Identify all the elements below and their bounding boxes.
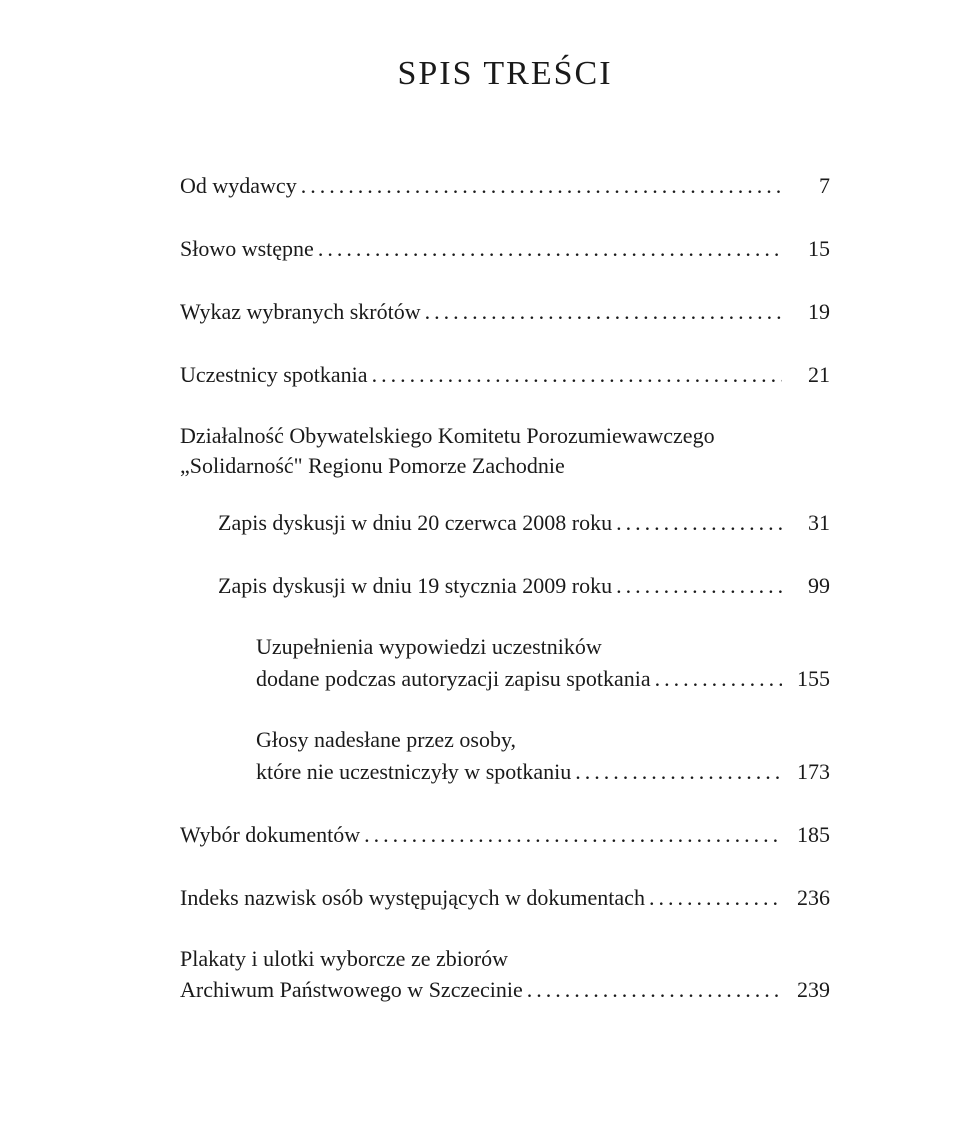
leader-dots bbox=[655, 662, 782, 695]
toc-label-line: dodane podczas autoryzacji zapisu spotka… bbox=[256, 662, 651, 695]
toc-page: 21 bbox=[786, 358, 830, 391]
toc-label: Od wydawcy bbox=[180, 169, 297, 202]
toc-page: 173 bbox=[786, 755, 830, 788]
toc-entry: Wykaz wybranych skrótów 19 bbox=[180, 295, 830, 328]
toc-label: Słowo wstępne bbox=[180, 232, 314, 265]
toc-label: Wykaz wybranych skrótów bbox=[180, 295, 421, 328]
toc-label: Wybór dokumentów bbox=[180, 818, 360, 851]
toc-label: Zapis dyskusji w dniu 19 stycznia 2009 r… bbox=[218, 569, 612, 602]
toc-entry: Zapis dyskusji w dniu 19 stycznia 2009 r… bbox=[218, 569, 830, 602]
toc-page: 239 bbox=[786, 973, 830, 1006]
toc-heading: Działalność Obywatelskiego Komitetu Poro… bbox=[180, 421, 830, 480]
toc-page: 236 bbox=[786, 881, 830, 914]
toc-label-line: Plakaty i ulotki wyborcze ze zbiorów bbox=[180, 944, 830, 974]
leader-dots bbox=[616, 569, 782, 602]
leader-dots bbox=[425, 295, 782, 328]
toc-page: 31 bbox=[786, 506, 830, 539]
toc-label: Zapis dyskusji w dniu 20 czerwca 2008 ro… bbox=[218, 506, 612, 539]
toc-entry: Zapis dyskusji w dniu 20 czerwca 2008 ro… bbox=[218, 506, 830, 539]
leader-dots bbox=[318, 232, 782, 265]
toc-label-line: Uzupełnienia wypowiedzi uczestników bbox=[256, 632, 830, 662]
toc-entry: Słowo wstępne 15 bbox=[180, 232, 830, 265]
toc-entry: Indeks nazwisk osób występujących w doku… bbox=[180, 881, 830, 914]
toc-entry: Od wydawcy 7 bbox=[180, 169, 830, 202]
leader-dots bbox=[527, 973, 782, 1006]
toc-label-line: które nie uczestniczyły w spotkaniu bbox=[256, 755, 571, 788]
toc-entry: Uzupełnienia wypowiedzi uczestników doda… bbox=[256, 632, 830, 695]
toc-label-line: „Solidarność" Regionu Pomorze Zachodnie bbox=[180, 453, 565, 478]
toc-entry: Uczestnicy spotkania 21 bbox=[180, 358, 830, 391]
leader-dots bbox=[372, 358, 782, 391]
toc-entry: Plakaty i ulotki wyborcze ze zbiorów Arc… bbox=[180, 944, 830, 1007]
toc-entry: Głosy nadesłane przez osoby, które nie u… bbox=[256, 725, 830, 788]
toc-page: 15 bbox=[786, 232, 830, 265]
toc-label-line: Głosy nadesłane przez osoby, bbox=[256, 725, 830, 755]
toc-page: 99 bbox=[786, 569, 830, 602]
toc-page: 185 bbox=[786, 818, 830, 851]
toc-label-line: Działalność Obywatelskiego Komitetu Poro… bbox=[180, 423, 715, 448]
toc-page: 7 bbox=[786, 169, 830, 202]
toc-page: 19 bbox=[786, 295, 830, 328]
toc-entry: Wybór dokumentów 185 bbox=[180, 818, 830, 851]
toc-label: Indeks nazwisk osób występujących w doku… bbox=[180, 881, 645, 914]
leader-dots bbox=[616, 506, 782, 539]
page-title: SPIS TREŚCI bbox=[180, 48, 830, 99]
leader-dots bbox=[301, 169, 782, 202]
leader-dots bbox=[364, 818, 782, 851]
toc-label: Działalność Obywatelskiego Komitetu Poro… bbox=[180, 421, 830, 480]
toc-page: 155 bbox=[786, 662, 830, 695]
toc-label: Uczestnicy spotkania bbox=[180, 358, 368, 391]
leader-dots bbox=[649, 881, 782, 914]
toc-label-line: Archiwum Państwowego w Szczecinie bbox=[180, 973, 523, 1006]
leader-dots bbox=[575, 755, 782, 788]
